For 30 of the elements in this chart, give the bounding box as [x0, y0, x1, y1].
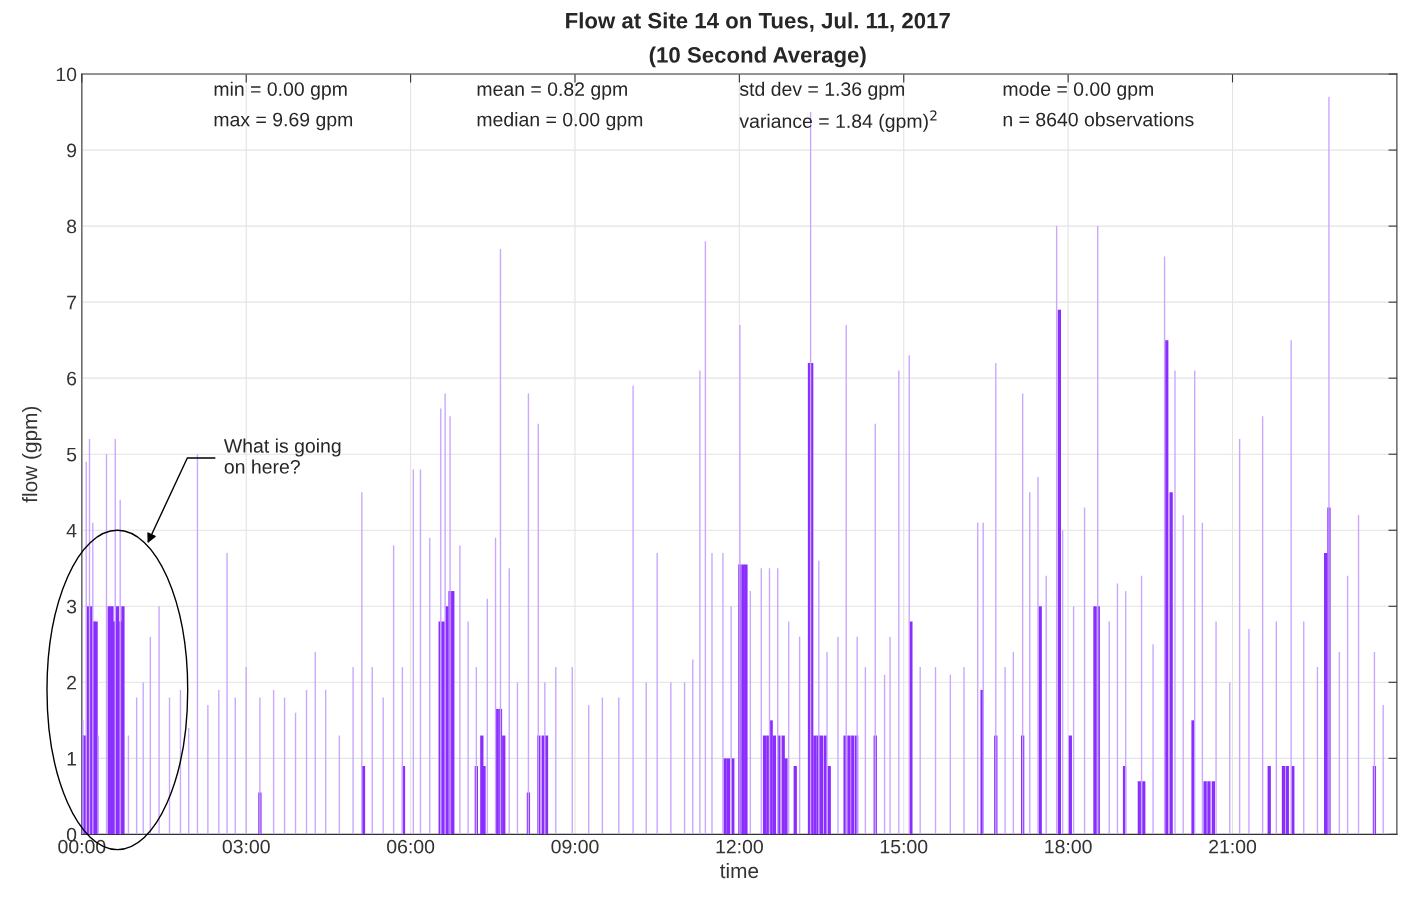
x-tick-label: 18:00 — [1045, 839, 1092, 854]
y-tick-label: 7 — [67, 295, 76, 310]
annotation: mean = 0.82 gpm — [477, 82, 627, 100]
annotation: mode = 0.00 gpm — [1003, 81, 1153, 100]
y-tick-label: 1 — [67, 752, 77, 766]
x-tick-label: 21:00 — [1209, 839, 1257, 854]
y-tick-label: 10 — [56, 67, 77, 82]
annotation: median = 0.00 gpm — [477, 112, 643, 131]
x-tick-label: 06:00 — [387, 839, 435, 854]
annotation: What is going on here? — [223, 438, 341, 474]
chart-subtitle: (10 Second Average) — [649, 46, 866, 68]
y-tick-label: 6 — [67, 371, 77, 386]
annotation: variance = 1.84 (gpm)$^{2}$ — [739, 110, 937, 132]
y-tick-label: 4 — [66, 523, 77, 538]
y-tick-label: 2 — [67, 675, 76, 690]
y-axis-title: flow (gpm) — [22, 406, 42, 503]
x-tick-label: 03:00 — [222, 839, 270, 854]
x-axis-title: time — [720, 862, 759, 879]
x-tick-label: 12:00 — [716, 839, 763, 854]
annotation: std dev = 1.36 gpm — [739, 81, 904, 100]
x-tick-label: 09:00 — [551, 839, 599, 854]
chart-title: Flow at Site 14 on Tues, Jul. 11, 2017 — [566, 12, 950, 32]
annotation: min = 0.00 gpm — [214, 81, 347, 100]
x-tick-label: 15:00 — [880, 839, 928, 854]
y-tick-label: 8 — [67, 219, 77, 234]
y-tick-label: 9 — [67, 143, 77, 158]
annotation: n = 8640 observations — [1003, 112, 1194, 127]
annotation: max = 9.69 gpm — [214, 112, 353, 131]
y-tick-label: 3 — [66, 599, 77, 614]
y-tick-label: 5 — [66, 447, 77, 462]
